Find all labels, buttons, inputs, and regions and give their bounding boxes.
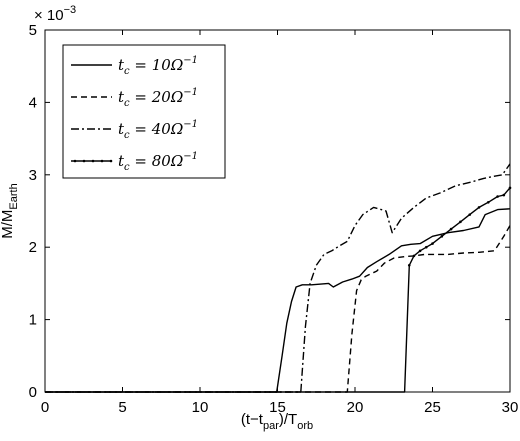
y-tick-label: 4 xyxy=(29,94,37,111)
x-tick-label: 20 xyxy=(347,399,364,416)
legend-marker xyxy=(91,159,95,163)
series-line-2 xyxy=(45,225,511,393)
series-point xyxy=(477,206,481,209)
series-line-4 xyxy=(45,187,511,393)
legend-label-2: tc = 20Ω−1 xyxy=(118,87,198,109)
series-point xyxy=(440,235,444,238)
legend-marker xyxy=(73,159,77,163)
y-tick-label: 3 xyxy=(29,167,37,184)
series-point xyxy=(425,245,428,249)
series-point xyxy=(502,193,506,197)
x-tick-label: 0 xyxy=(41,399,49,416)
legend-marker xyxy=(82,159,86,163)
y-axis-multiplier: × 10−3 xyxy=(34,4,76,24)
series-point xyxy=(412,254,416,258)
x-tick-label: 5 xyxy=(118,399,126,416)
series-point xyxy=(487,201,490,204)
legend-marker xyxy=(109,159,113,163)
y-axis-label: M/MEarth xyxy=(0,183,20,238)
series-point xyxy=(459,220,462,224)
y-tick-label: 0 xyxy=(29,384,37,401)
x-axis-label: (t−tpar)/Torb xyxy=(241,411,313,432)
series-point xyxy=(508,186,512,190)
series-line-3 xyxy=(45,163,511,393)
legend: tc = 10Ω−1 tc = 20Ω−1 tc = 40Ω−1 tc = 80Ω−1 xyxy=(62,44,226,179)
legend-label-4: tc = 80Ω−1 xyxy=(118,151,198,173)
series-layer xyxy=(45,163,512,393)
legend-label-3: tc = 40Ω−1 xyxy=(118,119,198,141)
series-point xyxy=(496,195,499,198)
series-point xyxy=(418,249,422,253)
legend-entries: tc = 10Ω−1 tc = 20Ω−1 tc = 40Ω−1 tc = 80Ω−1 xyxy=(71,55,198,173)
y-tick-label: 1 xyxy=(29,312,37,329)
x-tick-label: 30 xyxy=(502,399,519,416)
x-tick-label: 10 xyxy=(192,399,209,416)
y-tick-label: 2 xyxy=(29,239,37,256)
series-point xyxy=(431,242,434,245)
series-point xyxy=(468,213,472,216)
axis-ticks: 0 5 10 15 20 25 30 0 1 2 3 4 5 xyxy=(29,22,519,416)
legend-marker xyxy=(100,159,104,163)
x-tick-label: 25 xyxy=(424,399,441,416)
series-point xyxy=(407,264,411,267)
legend-label-1: tc = 10Ω−1 xyxy=(118,55,198,77)
legend-box xyxy=(62,44,226,179)
x-tick-label: 15 xyxy=(269,399,286,416)
series-point xyxy=(449,227,453,231)
y-tick-label: 5 xyxy=(29,22,37,39)
series-line-1 xyxy=(45,208,511,393)
